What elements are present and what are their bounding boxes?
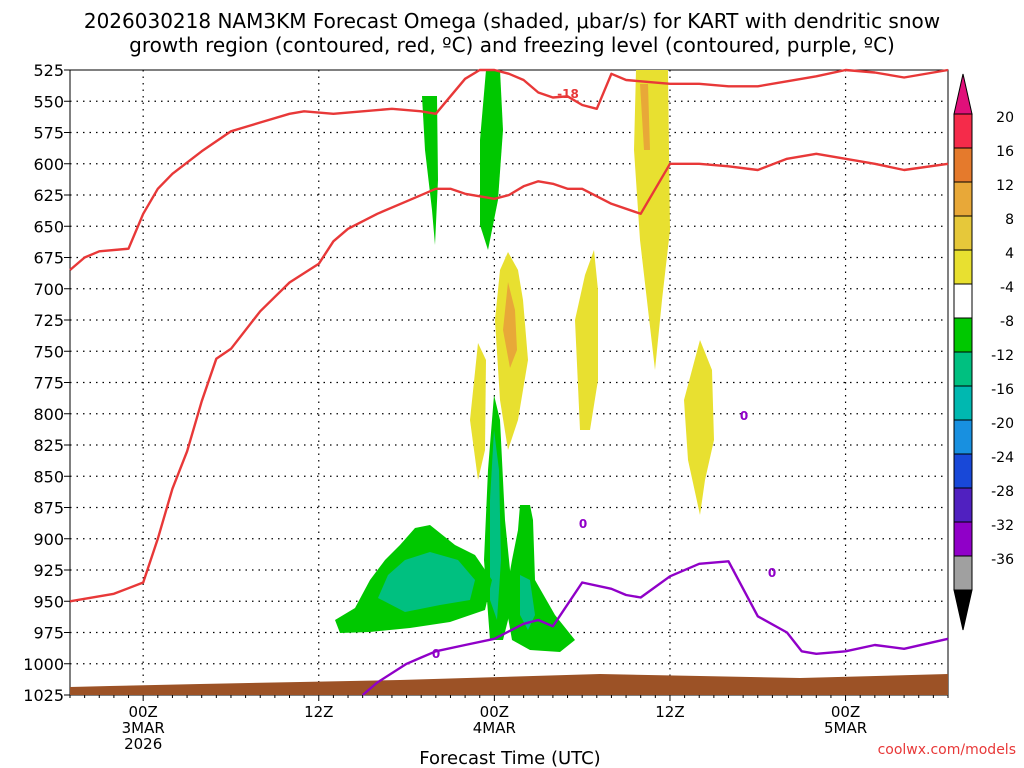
omega-orange-upper [640, 84, 650, 150]
x-tick-label: 5MAR [824, 719, 867, 737]
y-tick-label: 650 [33, 217, 64, 236]
x-axis-title: Forecast Time (UTC) [419, 748, 600, 768]
omega-orange-mid-a [503, 282, 517, 368]
x-tick-label: 00Z [128, 703, 157, 721]
x-tick-label: 3MAR [122, 719, 165, 737]
y-tick-label: 825 [33, 436, 64, 455]
colorbar-segment [953, 453, 973, 489]
y-tick-label: 675 [33, 249, 64, 268]
colorbar-segment [953, 555, 973, 591]
colorbar: 20 16 12 8 4 -4 -8 -12 -16 -20 -24 -28 -32 -36 [953, 73, 1014, 631]
x-tick-label: 2026 [124, 735, 162, 753]
colorbar-segment [953, 283, 973, 319]
omega-yellow-mid-c [470, 343, 486, 480]
omega-green-upper-a [422, 96, 438, 245]
omega-yellow-mid-d [684, 340, 714, 515]
y-tick-label: 525 [33, 61, 64, 80]
y-tick-label: 900 [33, 530, 64, 549]
plot-area: -18 0 0 0 0 [69, 68, 949, 696]
colorbar-segment [953, 317, 973, 353]
colorbar-label: 20 [996, 110, 1014, 126]
colorbar-segment [953, 351, 973, 387]
colorbar-segment [953, 181, 973, 217]
y-tick-label: 600 [33, 155, 64, 174]
chart-title-line2: growth region (contoured, red, ºC) and f… [129, 33, 895, 57]
y-tick-label: 850 [33, 467, 64, 486]
y-tick-label: 975 [33, 624, 64, 643]
colorbar-label: -36 [991, 552, 1014, 568]
series-line-1 [69, 152, 949, 603]
y-axis: 525 550 575 600 625 650 675 700 725 750 775 800 825 8… [23, 61, 70, 705]
colorbar-label: 8 [1005, 212, 1014, 228]
terrain [70, 674, 948, 695]
y-tick-label: 700 [33, 280, 64, 299]
colorbar-label: -20 [991, 416, 1014, 432]
y-tick-label: 800 [33, 405, 64, 424]
colorbar-segment [953, 385, 973, 421]
colorbar-segment [953, 419, 973, 455]
colorbar-segment [953, 113, 973, 149]
colorbar-label: 12 [996, 178, 1014, 194]
x-tick-label: 00Z [480, 703, 509, 721]
y-tick-label: 1000 [23, 655, 64, 674]
omega-teal-blob-right [520, 575, 535, 630]
colorbar-label: -28 [991, 484, 1014, 500]
y-tick-label: 950 [33, 592, 64, 611]
omega-teal-blob-left [378, 552, 475, 612]
dgz-upper-label: -18 [557, 87, 579, 101]
y-tick-label: 625 [33, 186, 64, 205]
series-line-0 [69, 68, 949, 271]
freezing-label-3: 0 [740, 409, 748, 423]
freezing-label-2: 0 [432, 647, 440, 661]
contour-labels: -18 0 0 0 0 [432, 87, 776, 661]
y-tick-label: 925 [33, 561, 64, 580]
y-tick-label: 575 [33, 124, 64, 143]
colorbar-label: -12 [991, 348, 1014, 364]
chart-title: 2026030218 NAM3KM Forecast Omega (shaded… [84, 9, 940, 33]
colorbar-label: 4 [1005, 246, 1014, 262]
colorbar-segment [953, 487, 973, 523]
colorbar-segment [953, 521, 973, 557]
y-tick-label: 750 [33, 342, 64, 361]
freezing-label-1: 0 [579, 517, 587, 531]
freezing-label-4: 0 [768, 566, 776, 580]
x-tick-label: 12Z [304, 703, 333, 721]
colorbar-segment [953, 215, 973, 251]
credit-text: coolwx.com/models [878, 742, 1016, 758]
colorbar-label: -32 [991, 518, 1014, 534]
x-tick-label: 4MAR [473, 719, 516, 737]
omega-teal-column [490, 430, 501, 620]
y-tick-label: 1025 [23, 686, 64, 705]
omega-green-upper-b [480, 70, 503, 250]
y-tick-label: 875 [33, 499, 64, 518]
omega-yellow-upper [634, 70, 670, 370]
series-line-2 [361, 560, 949, 696]
x-tick-label: 00Z [831, 703, 860, 721]
colorbar-bottom-arrow [953, 589, 973, 631]
colorbar-label: 16 [996, 144, 1014, 160]
colorbar-top-arrow [953, 73, 973, 115]
y-tick-label: 550 [33, 92, 64, 111]
colorbar-segment [953, 249, 973, 285]
omega-shading [335, 70, 714, 652]
series-lines [69, 68, 949, 696]
y-tick-label: 775 [33, 374, 64, 393]
colorbar-label: -4 [1000, 280, 1014, 296]
colorbar-segment [953, 147, 973, 183]
colorbar-label: -8 [1000, 314, 1014, 330]
colorbar-label: -24 [991, 450, 1014, 466]
y-tick-label: 725 [33, 311, 64, 330]
omega-yellow-mid-b [575, 250, 598, 430]
colorbar-label: -16 [991, 382, 1014, 398]
ground-fill [70, 674, 948, 695]
x-tick-label: 12Z [655, 703, 684, 721]
